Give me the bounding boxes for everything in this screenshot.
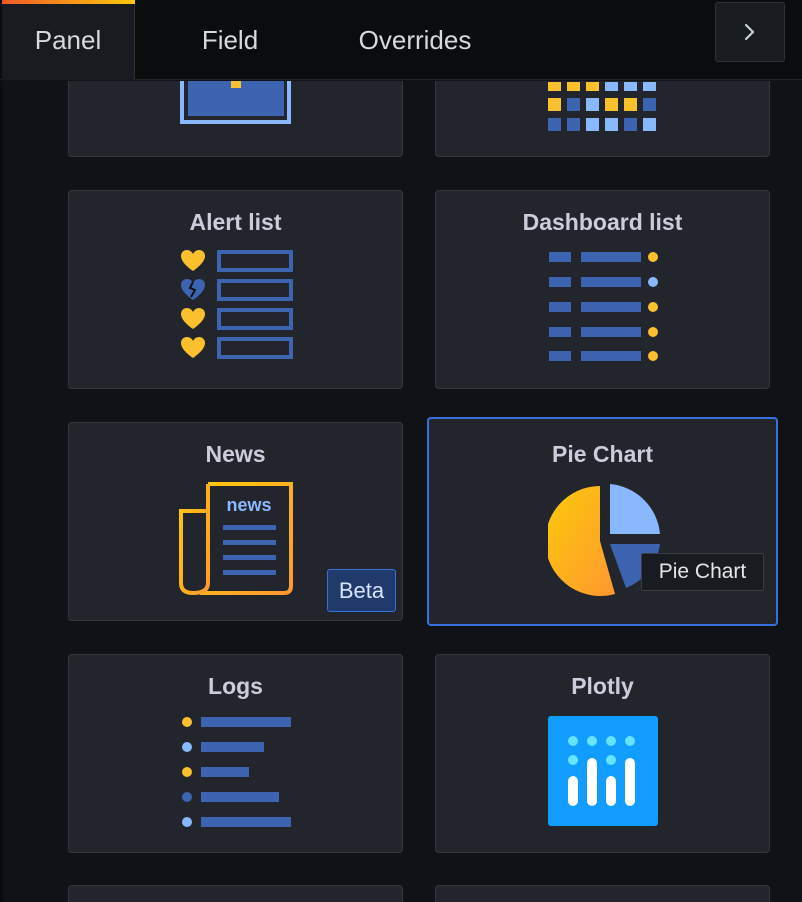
viz-card-news[interactable]: News news Beta — [68, 422, 403, 621]
logs-icon — [182, 717, 291, 827]
viz-card-partial-bottom-right[interactable] — [435, 885, 770, 902]
news-icon: news — [179, 482, 293, 596]
viz-card-title: Alert list — [189, 209, 282, 235]
pie-chart-tooltip: Pie Chart — [641, 553, 764, 591]
viz-card-title: Logs — [208, 673, 263, 699]
heatmap-icon — [548, 82, 656, 131]
viz-card-alert-list[interactable]: Alert list — [68, 190, 403, 389]
chevron-right-icon — [744, 23, 755, 41]
viz-card-partial-bottom-left[interactable] — [68, 885, 403, 902]
viz-card-dashboard-list[interactable]: Dashboard list — [435, 190, 770, 389]
viz-card-partial-left[interactable] — [68, 81, 403, 157]
viz-card-pie-chart[interactable]: Pie Chart — [427, 417, 778, 626]
beta-badge: Beta — [327, 569, 396, 612]
panel-left-border — [0, 81, 3, 902]
alert-list-icon — [181, 250, 293, 359]
bar-gauge-icon — [180, 81, 291, 124]
plotly-icon — [548, 716, 658, 826]
viz-card-logs[interactable]: Logs — [68, 654, 403, 853]
viz-card-plotly[interactable]: Plotly — [435, 654, 770, 853]
viz-card-title: Plotly — [571, 673, 634, 699]
collapse-options-button[interactable] — [715, 2, 785, 62]
dashboard-list-icon — [549, 252, 658, 361]
viz-card-title: Dashboard list — [522, 209, 683, 235]
tab-overrides[interactable]: Overrides — [358, 24, 472, 55]
tab-panel[interactable]: Panel — [2, 0, 135, 80]
viz-card-title: Pie Chart — [552, 441, 653, 467]
viz-card-partial-right[interactable] — [435, 81, 770, 157]
pie-chart-icon — [548, 484, 660, 596]
viz-card-title: News — [205, 441, 266, 467]
news-icon-label: news — [226, 495, 271, 515]
tab-field[interactable]: Field — [201, 24, 259, 55]
visualization-list: Alert list Dashboard list — [0, 81, 802, 902]
panel-editor-tabbar: Panel Field Overrides — [0, 0, 802, 80]
